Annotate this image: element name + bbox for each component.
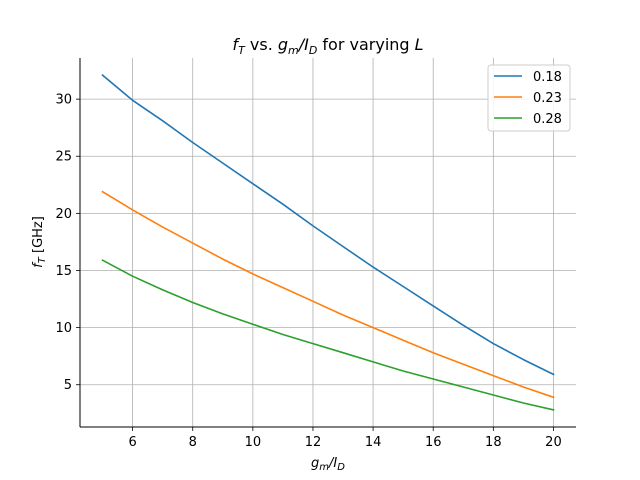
legend-label-0.23: 0.23 (533, 91, 562, 106)
legend: 0.18 0.23 0.28 (487, 64, 571, 132)
x-tick-label: 14 (365, 435, 382, 450)
legend-box (487, 64, 571, 132)
series-line-0.18 (101, 73, 555, 376)
y-tick-label: 30 (55, 93, 72, 108)
y-tick-label: 5 (64, 378, 72, 393)
x-tick-label: 12 (305, 435, 322, 450)
x-axis-label: gm/ID (311, 456, 345, 473)
series-line-0.28 (101, 259, 555, 411)
x-tick-label: 16 (425, 435, 442, 450)
y-tick-label: 10 (55, 321, 72, 336)
y-ticks: 5 10 15 20 25 30 (55, 93, 80, 393)
chart-title: fT vs. gm/ID for varying L (232, 35, 423, 57)
y-tick-label: 15 (55, 264, 72, 279)
x-tick-label: 18 (485, 435, 502, 450)
series-lines (101, 73, 555, 411)
x-tick-label: 10 (245, 435, 262, 450)
y-tick-label: 25 (55, 150, 72, 165)
y-tick-label: 20 (55, 207, 72, 222)
series-line-0.23 (101, 190, 555, 399)
x-tick-label: 6 (128, 435, 136, 450)
y-axis-label: fT [GHz] (31, 216, 48, 268)
x-tick-label: 8 (189, 435, 197, 450)
legend-label-0.28: 0.28 (533, 112, 562, 127)
x-ticks: 6 8 10 12 14 16 18 20 (128, 427, 562, 450)
legend-label-0.18: 0.18 (533, 70, 562, 85)
x-tick-label: 20 (545, 435, 562, 450)
